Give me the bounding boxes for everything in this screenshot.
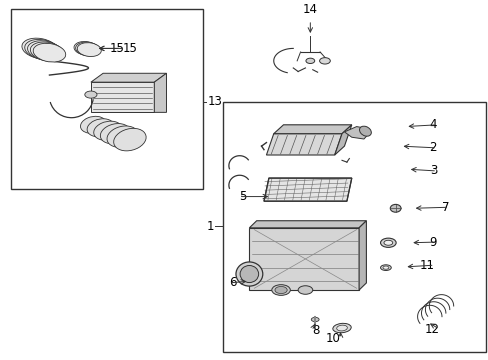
Polygon shape [273, 125, 351, 134]
Text: 10: 10 [325, 332, 340, 345]
Ellipse shape [236, 262, 262, 286]
Text: 8: 8 [311, 324, 319, 337]
Text: 2: 2 [429, 141, 436, 154]
Ellipse shape [298, 286, 312, 294]
Polygon shape [266, 134, 341, 155]
Ellipse shape [382, 266, 388, 269]
Text: 9: 9 [429, 235, 436, 248]
Ellipse shape [33, 43, 65, 62]
Polygon shape [264, 178, 351, 201]
Text: 12: 12 [424, 323, 439, 336]
Ellipse shape [87, 119, 114, 137]
Ellipse shape [389, 204, 400, 212]
Text: 15: 15 [122, 42, 137, 55]
Ellipse shape [113, 129, 146, 151]
Ellipse shape [336, 325, 346, 331]
Polygon shape [154, 73, 166, 112]
Text: 15: 15 [110, 42, 125, 55]
Text: 5: 5 [238, 190, 245, 203]
Ellipse shape [27, 41, 61, 60]
Ellipse shape [107, 126, 138, 147]
Text: 3: 3 [429, 165, 436, 177]
Polygon shape [91, 73, 166, 82]
Ellipse shape [380, 238, 395, 247]
Ellipse shape [25, 40, 60, 59]
Text: 6: 6 [228, 276, 236, 289]
Bar [11, 9, 203, 189]
Polygon shape [249, 228, 358, 290]
Ellipse shape [76, 42, 100, 56]
Text: 13: 13 [207, 95, 223, 108]
Ellipse shape [305, 58, 314, 63]
Ellipse shape [332, 323, 350, 333]
Ellipse shape [74, 41, 98, 55]
Ellipse shape [81, 116, 106, 133]
Ellipse shape [311, 318, 319, 321]
Bar [91, 82, 154, 112]
Ellipse shape [84, 91, 97, 98]
Ellipse shape [274, 287, 286, 293]
Ellipse shape [240, 266, 258, 283]
Text: 14: 14 [302, 4, 317, 17]
Text: 7: 7 [441, 201, 448, 214]
Text: 1: 1 [206, 220, 213, 233]
Ellipse shape [319, 58, 330, 64]
Polygon shape [358, 221, 366, 290]
Ellipse shape [30, 42, 63, 61]
Ellipse shape [271, 285, 290, 295]
Ellipse shape [383, 240, 392, 245]
Text: 11: 11 [419, 258, 434, 272]
Ellipse shape [77, 43, 101, 57]
Polygon shape [334, 125, 351, 155]
Ellipse shape [359, 126, 370, 136]
Ellipse shape [100, 123, 130, 144]
Text: 4: 4 [429, 118, 436, 131]
Ellipse shape [22, 38, 58, 59]
Ellipse shape [380, 265, 390, 270]
Ellipse shape [94, 121, 122, 140]
Polygon shape [344, 127, 368, 139]
Bar [222, 102, 485, 352]
Polygon shape [249, 221, 366, 228]
